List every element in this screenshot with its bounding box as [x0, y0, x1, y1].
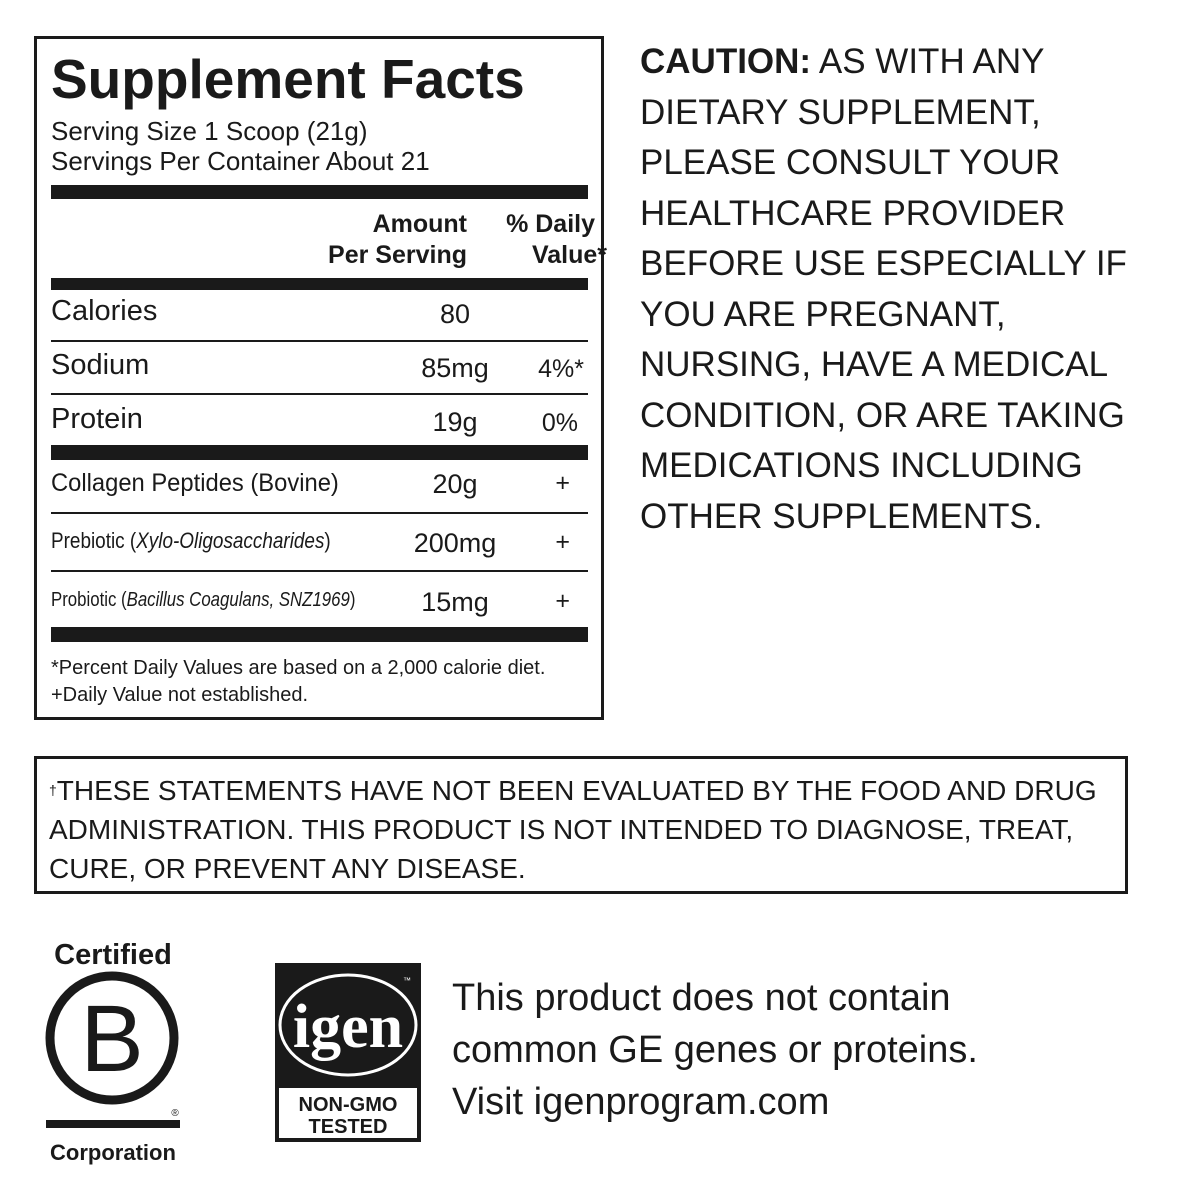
- ingredient-amount: 200mg: [413, 528, 497, 558]
- header-amount-line: Per Serving: [328, 241, 467, 269]
- b-corp-icon: Certified B ® Corporation: [45, 939, 180, 1165]
- divider-line: [51, 570, 588, 572]
- nutrient-amount: 19g: [432, 407, 478, 437]
- footnote-not-established: +Daily Value not established.: [51, 684, 309, 706]
- ingredient-amount: 15mg: [421, 587, 489, 617]
- registered-mark: ®: [171, 1108, 179, 1119]
- b-corp-bottom-text: Corporation: [50, 1140, 176, 1165]
- divider-bar: [51, 627, 588, 642]
- header-dv-line: Value*: [531, 241, 607, 269]
- nutrient-dv: 4%*: [538, 355, 584, 383]
- header-amount-line: Amount: [372, 210, 467, 238]
- nutrient-dv: 0%: [541, 409, 578, 437]
- ingredient-name-italic: Bacillus Coagulans, SNZ1969: [126, 589, 350, 611]
- gmo-statement-line: This product does not contain: [452, 977, 951, 1019]
- gmo-statement-link: Visit igenprogram.com: [452, 1081, 830, 1123]
- ingredient-name-italic: Xylo-Oligosaccharides: [136, 528, 325, 553]
- divider-line: [51, 393, 588, 395]
- ingredient-dv: +: [555, 469, 570, 497]
- ingredient-dv: +: [555, 528, 570, 556]
- supplement-facts-panel: Supplement Facts Serving Size 1 Scoop (2…: [34, 36, 607, 720]
- fda-disclaimer: †THESE STATEMENTS HAVE NOT BEEN EVALUATE…: [34, 756, 1128, 894]
- nutrient-name: Protein: [51, 403, 143, 435]
- nutrient-name: Calories: [51, 295, 158, 327]
- ingredient-amount: 20g: [432, 469, 478, 499]
- divider-line: [51, 512, 588, 514]
- ingredient-name-close: ): [349, 589, 356, 611]
- gmo-statement-line: common GE genes or proteins.: [452, 1029, 978, 1071]
- nutrient-amount: 85mg: [421, 353, 489, 383]
- footnote-daily-values: *Percent Daily Values are based on a 2,0…: [51, 657, 546, 679]
- igen-wordmark: igen: [293, 993, 403, 1061]
- gmo-statement: This product does not contain common GE …: [452, 972, 978, 1128]
- ingredient-name: Probiotic (Bacillus Coagulans, SNZ1969): [51, 589, 355, 612]
- ingredient-name-plain: Prebiotic (: [51, 528, 137, 553]
- disclaimer-text: THESE STATEMENTS HAVE NOT BEEN EVALUATED…: [49, 775, 1097, 884]
- ingredient-dv: +: [555, 587, 570, 615]
- ingredient-name-plain: Probiotic (: [51, 589, 127, 611]
- header-dv-line: % Daily: [506, 210, 595, 238]
- ingredient-name-close: ): [324, 528, 331, 553]
- b-corp-top-text: Certified: [54, 939, 172, 971]
- divider-bar: [51, 185, 588, 199]
- trademark-mark: ™: [403, 976, 411, 985]
- igen-icon: igen ™ NON-GMO TESTED: [275, 963, 421, 1142]
- ingredient-name: Prebiotic (Xylo-Oligosaccharides): [51, 528, 331, 554]
- divider-bar: [51, 278, 588, 290]
- certified-b-corporation-logo: Certified B ® Corporation: [45, 936, 181, 1168]
- igen-line1: NON-GMO: [299, 1094, 398, 1116]
- ingredient-name: Collagen Peptides (Bovine): [51, 469, 339, 497]
- serving-size: Serving Size 1 Scoop (21g): [51, 116, 368, 146]
- caution-text: AS WITH ANY DIETARY SUPPLEMENT, PLEASE C…: [640, 42, 1127, 536]
- caution-label: CAUTION:: [640, 42, 812, 81]
- header-daily-value: % Daily Value*: [506, 209, 607, 271]
- facts-title: Supplement Facts: [51, 48, 525, 110]
- divider-bar: [51, 445, 588, 460]
- igen-line2: TESTED: [309, 1116, 388, 1138]
- servings-per-container: Servings Per Container About 21: [51, 146, 430, 176]
- dagger-mark: †: [49, 782, 57, 798]
- nutrient-name: Sodium: [51, 349, 150, 381]
- caution-statement: CAUTION: AS WITH ANY DIETARY SUPPLEMENT,…: [640, 37, 1180, 542]
- divider-line: [51, 340, 588, 342]
- b-corp-letter: B: [80, 986, 143, 1092]
- igen-non-gmo-logo: igen ™ NON-GMO TESTED: [275, 963, 421, 1142]
- nutrient-amount: 80: [439, 299, 471, 329]
- header-amount: Amount Per Serving: [328, 209, 467, 271]
